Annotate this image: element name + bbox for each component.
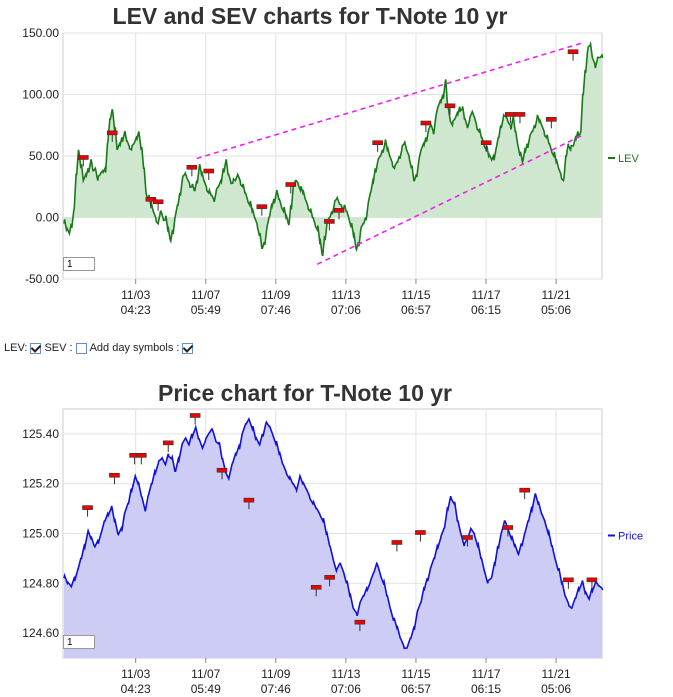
- y-tick-label: 150.00: [22, 26, 59, 40]
- x-tick-time: 06:57: [401, 682, 431, 696]
- y-tick-label: -50.00: [25, 272, 59, 286]
- x-tick-time: 07:46: [261, 682, 291, 696]
- day-symbol-marker: [145, 196, 157, 209]
- trendline: [196, 42, 583, 160]
- day-symbol-marker: [106, 130, 118, 142]
- day-symbol-marker: [136, 453, 147, 465]
- x-tick-date: 11/21: [542, 667, 571, 681]
- day-symbol-marker: [324, 575, 335, 587]
- day-symbol-marker: [415, 530, 426, 542]
- x-tick-date: 11/13: [331, 667, 360, 681]
- day-symbol-marker: [78, 155, 89, 167]
- day-symbol-marker: [162, 440, 174, 452]
- day-symbol-marker: [243, 497, 255, 510]
- day-symbol-marker: [203, 168, 215, 180]
- day-symbol-marker: [152, 199, 164, 211]
- legend: LEV: [608, 153, 639, 165]
- day-symbol-marker: [514, 112, 526, 124]
- lev-chart-title: LEV and SEV charts for T-Note 10 yr: [113, 3, 508, 29]
- x-tick-time: 04:23: [121, 682, 151, 696]
- sev-checkbox[interactable]: [75, 342, 87, 354]
- x-tick-time: 04:23: [121, 303, 151, 317]
- day-symbol-marker: [354, 619, 366, 632]
- day-symbol-marker: [372, 140, 383, 152]
- price-chart: Price chart for T-Note 10 yr 124.60 124.8…: [22, 380, 643, 696]
- x-tick-time: 05:49: [191, 682, 221, 696]
- x-tick-date: 11/07: [191, 667, 220, 681]
- day-symbol-marker: [502, 525, 514, 537]
- legend: Price: [608, 531, 643, 543]
- day-symbol-marker: [546, 117, 557, 129]
- x-tick-time: 05:06: [541, 682, 571, 696]
- day-symbol-marker: [444, 103, 456, 115]
- x-tick-time: 05:06: [541, 303, 571, 317]
- price-zoom-input[interactable]: 1: [63, 635, 95, 649]
- day-symbol-marker: [285, 182, 297, 194]
- day-symbol-marker: [186, 165, 198, 177]
- sev-label: SEV :: [44, 342, 73, 354]
- x-tick-date: 11/17: [471, 667, 500, 681]
- day-symbol-marker: [519, 487, 530, 500]
- x-tick-time: 07:46: [261, 303, 291, 317]
- x-tick-date: 11/15: [401, 288, 430, 302]
- y-tick-label: 125.40: [22, 427, 59, 441]
- day-symbol-marker: [333, 208, 345, 220]
- series-line: [63, 40, 604, 257]
- day-symbol-marker: [567, 49, 579, 61]
- lev-zoom-input[interactable]: 1: [63, 257, 95, 271]
- y-tick-label: 100.00: [22, 88, 59, 102]
- x-tick-date: 11/21: [542, 288, 571, 302]
- x-tick-date: 11/03: [121, 667, 150, 681]
- x-tick-time: 05:49: [191, 303, 221, 317]
- day-symbol-marker: [420, 120, 432, 133]
- x-tick-date: 11/09: [261, 288, 290, 302]
- day-symbol-marker: [480, 140, 492, 152]
- day-symbol-marker: [82, 505, 93, 517]
- day-symbol-marker: [563, 577, 574, 589]
- day-symbol-marker: [586, 577, 598, 589]
- y-tick-label: 124.60: [22, 626, 59, 640]
- add-day-symbols-label: Add day symbols :: [89, 342, 180, 354]
- price-chart-title: Price chart for T-Note 10 yr: [158, 380, 452, 406]
- day-symbol-marker: [324, 219, 335, 231]
- series-area: [64, 45, 602, 255]
- day-symbol-marker: [391, 540, 403, 552]
- lev-checkbox[interactable]: [30, 342, 42, 354]
- x-tick-date: 11/13: [331, 288, 360, 302]
- series-line: [63, 416, 604, 650]
- legend-label: Price: [618, 531, 643, 543]
- add-day-symbols-checkbox[interactable]: [182, 342, 194, 354]
- y-tick-label: 124.80: [22, 576, 59, 590]
- x-tick-time: 06:15: [471, 303, 501, 317]
- chart-options: LEV: SEV : Add day symbols :: [4, 342, 194, 354]
- y-tick-label: 50.00: [29, 149, 59, 163]
- day-symbol-marker: [310, 584, 322, 597]
- x-tick-date: 11/09: [261, 667, 290, 681]
- x-tick-date: 11/17: [471, 288, 500, 302]
- x-tick-date: 11/07: [191, 288, 220, 302]
- trendline: [316, 134, 584, 265]
- y-tick-label: 125.00: [22, 527, 59, 541]
- y-tick-label: 0.00: [36, 211, 60, 225]
- y-tick-label: 125.20: [22, 477, 59, 491]
- x-tick-time: 07:06: [331, 682, 361, 696]
- day-symbol-marker: [462, 535, 473, 547]
- x-tick-date: 11/03: [121, 288, 150, 302]
- legend-label: LEV: [618, 153, 639, 165]
- x-tick-time: 06:57: [401, 303, 431, 317]
- series-area: [64, 418, 602, 658]
- x-tick-date: 11/15: [401, 667, 430, 681]
- lev-label: LEV:: [4, 342, 28, 354]
- day-symbol-marker: [256, 204, 268, 216]
- x-tick-time: 06:15: [471, 682, 501, 696]
- day-symbol-marker: [216, 467, 228, 480]
- day-symbol-marker: [189, 413, 201, 425]
- lev-chart: LEV and SEV charts for T-Note 10 yr -50.…: [22, 3, 639, 317]
- day-symbol-marker: [109, 472, 120, 485]
- x-tick-time: 07:06: [331, 303, 361, 317]
